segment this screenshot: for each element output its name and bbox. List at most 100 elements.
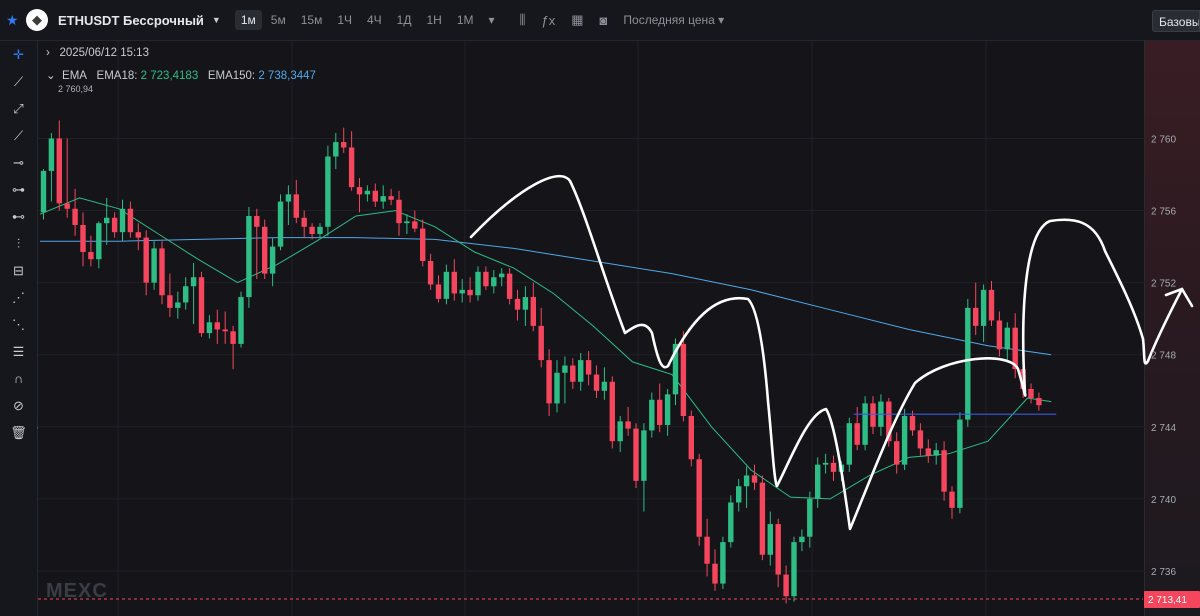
eth-logo-icon: ◆	[26, 9, 48, 31]
favorite-star-icon[interactable]: ★	[6, 11, 19, 28]
candle-body	[846, 423, 852, 465]
candle	[759, 475, 766, 561]
candle	[783, 565, 789, 604]
collapse-ema-icon[interactable]: ⌄	[46, 70, 56, 82]
candle-body	[499, 273, 505, 278]
candle-body	[578, 360, 584, 382]
candle	[641, 423, 647, 512]
candle	[1028, 383, 1034, 404]
timeframe-5m[interactable]: 5м	[270, 13, 286, 27]
high-price-marker: 2 760,94	[58, 84, 93, 94]
eye-off-icon[interactable]: ⊘	[13, 397, 24, 413]
fib-icon[interactable]: ⋱	[12, 316, 25, 332]
symbol-dropdown-icon[interactable]: ▼	[211, 15, 221, 25]
freehand-stroke	[469, 174, 1184, 531]
timeframe-1mo[interactable]: 1М	[456, 13, 474, 27]
symbol-name[interactable]: ETHUSDT Бессрочный	[58, 12, 204, 28]
timeframe-more-icon[interactable]: ▾	[488, 13, 495, 27]
candle-body	[664, 394, 671, 425]
candle	[830, 455, 837, 481]
candle-body	[783, 574, 789, 597]
candle-body	[909, 415, 916, 431]
candle-body	[72, 208, 78, 225]
candle	[412, 210, 418, 233]
candle-body	[649, 399, 655, 431]
candle-body	[277, 201, 284, 247]
candle-body	[799, 536, 805, 543]
chart-type-icon[interactable]: ⫼	[519, 12, 526, 27]
ema150-path	[40, 237, 1052, 356]
candle	[751, 464, 758, 490]
crosshair-info: › 2025/06/12 15:13	[46, 47, 149, 59]
candle	[435, 275, 442, 303]
candle	[119, 199, 126, 242]
candle-body	[96, 223, 102, 260]
candle-body	[396, 199, 402, 224]
crosshair-icon[interactable]: ✛	[13, 46, 24, 62]
candle-body	[364, 190, 371, 195]
candle-body	[309, 226, 315, 234]
candle	[88, 235, 94, 267]
candlestick-series	[40, 120, 1042, 604]
screenshot-camera-icon[interactable]: ◙	[599, 12, 608, 28]
layout-grid-icon[interactable]: ▦	[571, 12, 584, 27]
candle	[538, 307, 544, 368]
candle-body	[293, 194, 299, 218]
magnet-icon[interactable]: ∩	[13, 371, 24, 386]
price-axis-labels: 2 736 2 740 2 744 2 748 2 752 2 756 2 760	[1151, 134, 1176, 577]
base-view-button[interactable]: Базовый	[1152, 10, 1200, 32]
candle-body	[285, 194, 292, 202]
candle-body	[372, 190, 378, 202]
trend-line-icon[interactable]: ⟋	[13, 73, 24, 89]
candle	[48, 133, 55, 202]
candle-body	[404, 221, 410, 224]
candle-body	[348, 147, 355, 188]
candle	[791, 536, 797, 602]
candle-body	[111, 217, 118, 233]
candle	[246, 206, 252, 308]
candle-body	[119, 208, 126, 233]
horizontal-line-icon[interactable]: ⊸	[13, 154, 24, 170]
candle	[183, 277, 189, 310]
candle	[728, 495, 734, 548]
trash-icon[interactable]: 🗑	[10, 424, 27, 440]
current-price-box	[1144, 591, 1200, 608]
candle-body	[988, 289, 995, 321]
timeframe-1h[interactable]: 1Ч	[337, 13, 352, 27]
pitchfork-icon[interactable]: ⋰	[12, 289, 25, 305]
candle-body	[56, 138, 62, 204]
candle	[269, 237, 276, 287]
timeframe-1m[interactable]: 1м	[234, 10, 262, 30]
timeframe-1w[interactable]: 1Н	[426, 13, 442, 27]
expand-info-icon[interactable]: ›	[46, 47, 50, 59]
candle	[190, 262, 197, 325]
candle-body	[680, 343, 687, 416]
price-chart[interactable]: 2 736 2 740 2 744 2 748 2 752 2 756 2 760 2 71…	[0, 41, 1200, 616]
candle	[127, 201, 134, 238]
candle	[96, 221, 102, 269]
ema18-label: EMA18:	[96, 70, 138, 82]
candle	[159, 241, 165, 305]
candle-body	[159, 248, 165, 296]
ray-icon[interactable]: ⤢	[13, 100, 24, 116]
candle	[688, 410, 694, 467]
horizontal-ray-icon[interactable]: ⊶	[12, 181, 25, 197]
parallel-channel-icon[interactable]: ⊷	[12, 208, 25, 224]
candle	[80, 212, 86, 267]
timeframe-15m[interactable]: 15м	[300, 13, 323, 27]
extended-line-icon[interactable]: ⟋	[13, 127, 24, 143]
timeframe-4h[interactable]: 4Ч	[367, 13, 382, 27]
candle	[230, 325, 236, 370]
timeframe-1d[interactable]: 1Д	[396, 13, 412, 27]
candle-body	[601, 381, 608, 391]
indicators-icon[interactable]: ƒx	[541, 12, 556, 28]
candle	[1012, 313, 1018, 379]
candle	[799, 529, 805, 552]
text-lines-icon[interactable]: ☰	[12, 343, 25, 359]
vertical-line-icon[interactable]: ⫶	[16, 235, 21, 251]
candle-body	[957, 419, 963, 508]
candle	[664, 388, 671, 436]
price-range-icon[interactable]: ⊟	[13, 262, 24, 278]
price-source-select[interactable]: Последняя цена ▾	[623, 13, 725, 27]
candle	[957, 412, 963, 514]
